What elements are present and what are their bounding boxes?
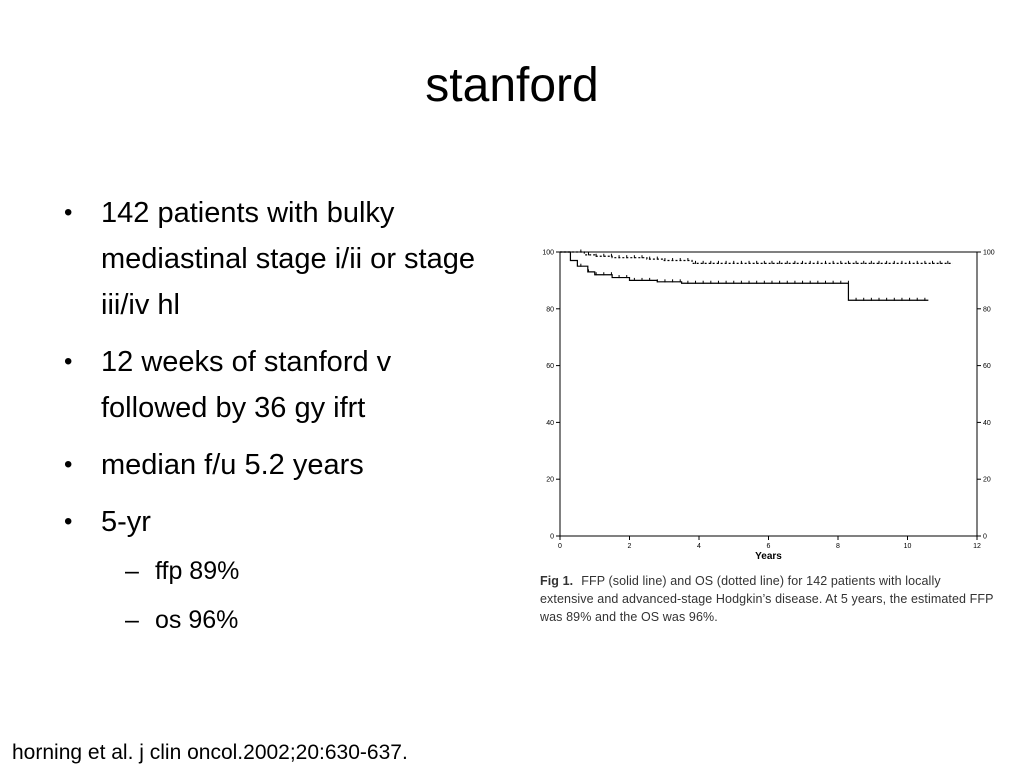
y-tick-label: 100	[542, 250, 554, 257]
plot-frame	[559, 251, 978, 537]
bullet-text: 142 patients with bulky mediastinal stag…	[101, 197, 475, 321]
x-tick-label: 10	[904, 543, 912, 550]
x-axis-label: Years	[755, 551, 782, 562]
bullet-glyph: •	[64, 348, 73, 375]
os-curve	[560, 251, 953, 264]
x-tick-label: 4	[697, 543, 701, 550]
sub-bullet-text: os 96%	[155, 606, 239, 634]
x-tick-label: 8	[836, 543, 840, 550]
caption-label: Fig 1.	[540, 574, 574, 588]
y-tick-label-right: 80	[983, 306, 991, 313]
dash-glyph: –	[125, 606, 139, 634]
bullet-item: • 142 patients with bulky mediastinal st…	[60, 190, 500, 328]
y-tick-label-right: 40	[983, 420, 991, 427]
x-tick-label: 0	[558, 543, 562, 550]
y-tick-label-right: 20	[983, 477, 991, 484]
slide-title: stanford	[425, 59, 599, 112]
bullet-glyph: •	[64, 199, 73, 226]
bullet-text: median f/u 5.2 years	[101, 449, 364, 481]
ffp-curve	[560, 251, 929, 301]
bullet-glyph: •	[64, 508, 73, 535]
bullet-item: • 12 weeks of stanford v followed by 36 …	[60, 339, 500, 431]
sub-bullet-list: – ffp 89% – os 96%	[101, 549, 500, 643]
y-tick-label: 20	[546, 477, 554, 484]
sub-bullet-text: ffp 89%	[155, 557, 240, 585]
sub-bullet-item: – ffp 89%	[111, 549, 500, 594]
y-tick-label-right: 0	[983, 534, 987, 541]
bullet-glyph: •	[64, 451, 73, 478]
bullet-item: • median f/u 5.2 years	[60, 442, 500, 488]
y-tick-label-right: 100	[983, 250, 995, 257]
bullet-list: • 142 patients with bulky mediastinal st…	[60, 190, 500, 654]
x-tick-label: 6	[767, 543, 771, 550]
bullet-text: 12 weeks of stanford v followed by 36 gy…	[101, 346, 392, 424]
bullet-text: 5-yr	[101, 506, 151, 538]
dash-glyph: –	[125, 557, 139, 585]
survival-figure: 0 0 20 20 40 40 60 60 80 80 100 100 0 2 4 6 8 10 12 Years F…	[536, 232, 996, 632]
x-tick-label: 2	[628, 543, 632, 550]
y-tick-label: 60	[546, 363, 554, 370]
y-tick-label: 0	[550, 534, 554, 541]
y-tick-label-right: 60	[983, 363, 991, 370]
citation: horning et al. j clin oncol.2002;20:630-…	[12, 741, 408, 764]
x-tick-label: 12	[973, 543, 981, 550]
y-tick-label: 40	[546, 420, 554, 427]
bullet-item: • 5-yr – ffp 89% – os 96%	[60, 499, 500, 643]
figure-caption: Fig 1. FFP (solid line) and OS (dotted li…	[540, 572, 994, 626]
y-tick-label: 80	[546, 306, 554, 313]
sub-bullet-item: – os 96%	[111, 598, 500, 643]
caption-text: FFP (solid line) and OS (dotted line) fo…	[540, 574, 994, 624]
